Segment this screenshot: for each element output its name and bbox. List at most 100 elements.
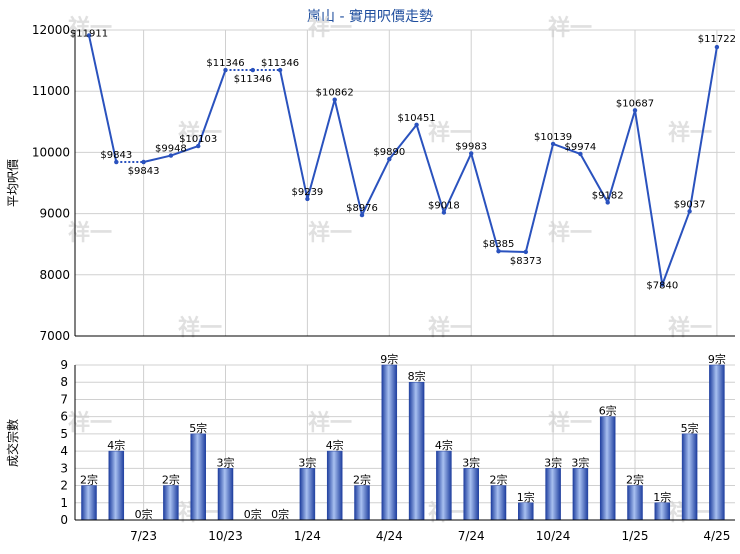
volume-bar bbox=[163, 485, 179, 521]
price-data-label: $9239 bbox=[291, 187, 323, 198]
volume-bar bbox=[436, 450, 452, 521]
price-panel: 7000 8000 9000 10000 11000 12000 $11911 $9843 $9… bbox=[32, 23, 736, 343]
volume-bar bbox=[299, 468, 316, 521]
price-data-label: $8976 bbox=[346, 203, 378, 214]
price-point bbox=[414, 122, 419, 127]
price-point bbox=[359, 212, 365, 218]
price-line-segment bbox=[688, 46, 718, 212]
price-point bbox=[550, 141, 556, 147]
volume-data-label: 8宗 bbox=[408, 369, 426, 383]
price-tick-label: 12000 bbox=[32, 23, 70, 37]
price-point bbox=[305, 196, 310, 202]
price-data-label: $9843 bbox=[128, 166, 160, 177]
price-point bbox=[141, 159, 146, 165]
price-data-label: $10451 bbox=[398, 113, 436, 124]
price-line-segment bbox=[606, 110, 636, 203]
volume-data-label: 6宗 bbox=[599, 404, 617, 418]
volume-data-label: 0宗 bbox=[135, 507, 153, 521]
price-data-label: $9974 bbox=[564, 142, 596, 153]
volume-bar bbox=[709, 364, 725, 521]
volume-bar bbox=[681, 433, 698, 521]
price-data-label: $8385 bbox=[483, 239, 515, 250]
volume-data-label: 9宗 bbox=[380, 352, 398, 366]
price-data-label: $11911 bbox=[70, 28, 108, 39]
price-point bbox=[168, 153, 174, 158]
volume-data-label: 3宗 bbox=[217, 455, 235, 469]
price-point bbox=[714, 44, 720, 50]
price-data-label: $9018 bbox=[428, 200, 460, 211]
volume-data-label: 5宗 bbox=[189, 421, 207, 435]
price-data-label: $9182 bbox=[592, 190, 624, 201]
price-point bbox=[469, 151, 474, 156]
volume-data-label: 4宗 bbox=[435, 438, 453, 452]
price-line-segment bbox=[552, 142, 581, 155]
price-tick-label: 11000 bbox=[32, 84, 70, 98]
price-point bbox=[441, 210, 447, 215]
watermark-13: 祥一 bbox=[308, 410, 352, 436]
x-tick-label: 1/25 bbox=[622, 529, 649, 543]
volume-data-label: 4宗 bbox=[107, 438, 125, 452]
volume-data-label: 3宗 bbox=[571, 455, 589, 469]
watermark-1: 祥一 bbox=[308, 15, 352, 41]
price-line-segment bbox=[442, 153, 473, 213]
price-point bbox=[86, 33, 92, 38]
watermark-10: 祥一 bbox=[428, 315, 472, 341]
volume-data-label: 5宗 bbox=[681, 421, 699, 435]
chart-title: 嵐山 - 實用呎價走勢 bbox=[307, 8, 433, 25]
volume-panel: 7/23 10/23 1/24 4/24 7/24 10/24 1/25 4/25 0 1 2 3 4 5… bbox=[60, 352, 735, 543]
volume-data-label: 3宗 bbox=[298, 455, 316, 469]
price-data-label: $10103 bbox=[179, 134, 217, 145]
price-line-segment bbox=[333, 99, 363, 216]
price-data-label: $11346 bbox=[234, 74, 272, 85]
price-point bbox=[687, 209, 692, 214]
watermark-4: 祥一 bbox=[428, 120, 472, 146]
x-tick-label: 4/25 bbox=[703, 529, 730, 543]
volume-bar bbox=[81, 485, 97, 521]
watermark-14: 祥一 bbox=[548, 410, 592, 436]
price-tick-label: 8000 bbox=[39, 268, 70, 282]
volume-tick-label: 0 bbox=[60, 513, 68, 527]
price-line-segment bbox=[388, 124, 418, 160]
price-data-label: $9890 bbox=[373, 147, 405, 158]
volume-tick-label: 5 bbox=[60, 427, 68, 441]
volume-bar bbox=[490, 485, 507, 521]
watermark-9: 祥一 bbox=[178, 315, 222, 341]
volume-bar bbox=[518, 502, 534, 521]
x-tick-label: 10/23 bbox=[208, 529, 243, 543]
volume-tick-label: 3 bbox=[60, 461, 68, 475]
price-line-segment bbox=[197, 69, 227, 147]
price-line-segment bbox=[88, 35, 118, 163]
volume-data-label: 2宗 bbox=[162, 473, 180, 487]
volume-data-label: 3宗 bbox=[544, 455, 562, 469]
volume-data-label: 0宗 bbox=[244, 507, 262, 521]
x-tick-label: 4/24 bbox=[376, 529, 403, 543]
price-point bbox=[250, 67, 255, 73]
volume-bar bbox=[217, 468, 234, 521]
watermark-2: 祥一 bbox=[548, 15, 592, 41]
volume-tick-label: 6 bbox=[60, 410, 68, 424]
volume-data-label: 2宗 bbox=[353, 473, 371, 487]
watermark-7: 祥一 bbox=[308, 220, 352, 246]
volume-bar bbox=[381, 364, 398, 521]
price-point bbox=[632, 108, 638, 113]
price-data-label: $11346 bbox=[261, 58, 299, 69]
price-line-segment bbox=[661, 210, 691, 285]
volume-bar bbox=[108, 450, 125, 521]
volume-bar bbox=[354, 485, 370, 521]
volume-bar bbox=[599, 416, 616, 521]
volume-tick-label: 9 bbox=[60, 358, 68, 372]
price-line-segment bbox=[306, 99, 336, 200]
price-line-segment bbox=[279, 69, 309, 200]
price-tick-label: 10000 bbox=[32, 145, 70, 159]
price-data-label: $7840 bbox=[646, 281, 678, 292]
price-data-label: $9037 bbox=[674, 199, 706, 210]
price-point bbox=[605, 200, 610, 205]
volume-bar bbox=[190, 433, 206, 521]
price-point bbox=[332, 97, 337, 102]
price-line-segment bbox=[579, 153, 609, 203]
volume-data-label: 2宗 bbox=[490, 473, 508, 487]
price-data-label: $9948 bbox=[155, 144, 187, 155]
x-tick-label: 10/24 bbox=[536, 529, 571, 543]
